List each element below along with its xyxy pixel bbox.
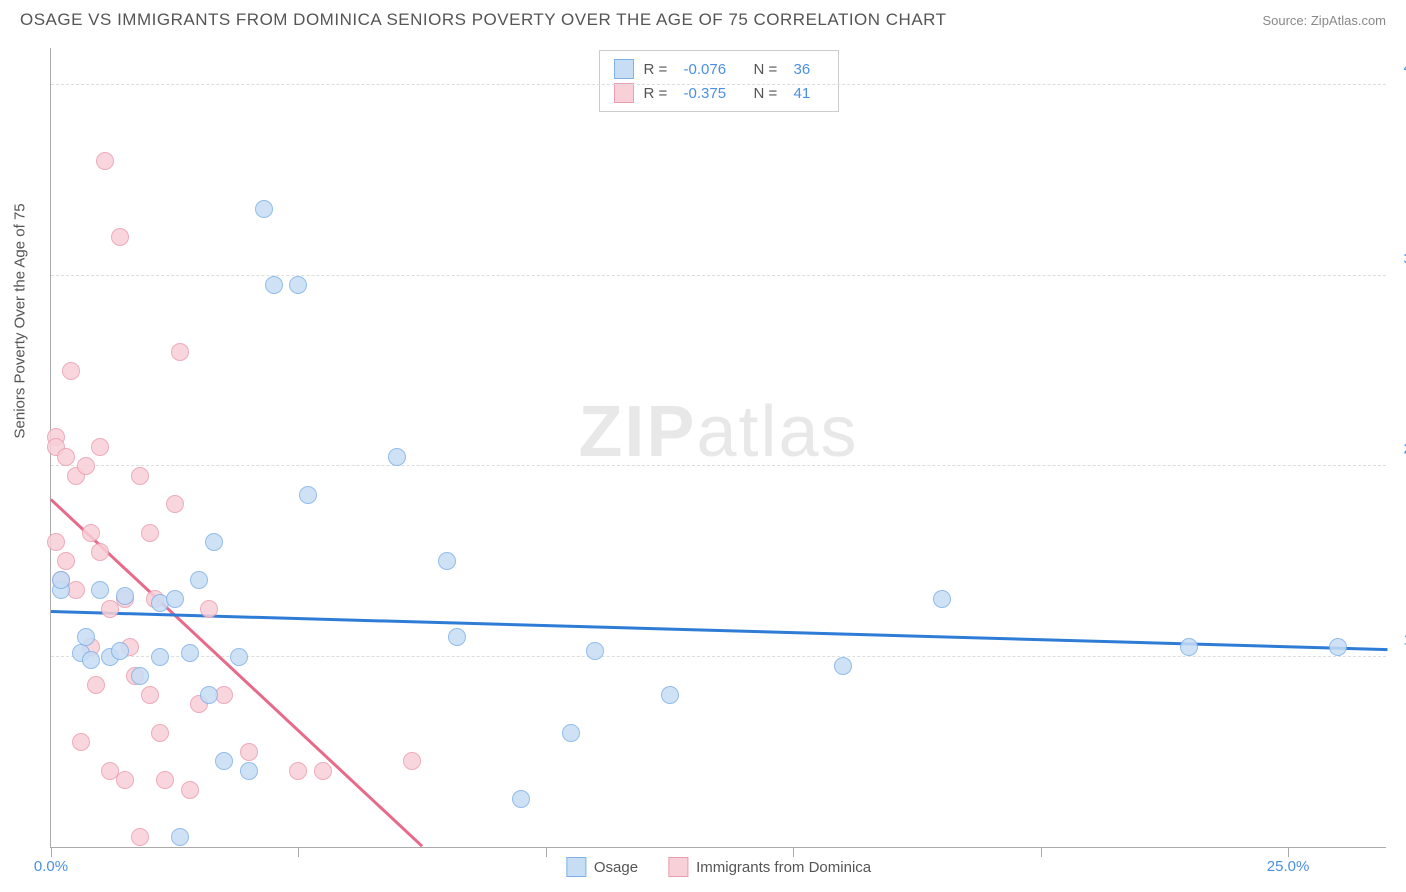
marker-dominica (72, 733, 90, 751)
marker-dominica (47, 533, 65, 551)
marker-dominica (314, 762, 332, 780)
marker-osage (586, 642, 604, 660)
marker-osage (255, 200, 273, 218)
marker-osage (151, 648, 169, 666)
gridline (51, 275, 1386, 276)
marker-osage (933, 590, 951, 608)
marker-osage (205, 533, 223, 551)
x-tick-label: 25.0% (1267, 858, 1310, 875)
legend-item-dominica: Immigrants from Dominica (668, 857, 871, 877)
marker-dominica (200, 600, 218, 618)
marker-osage (562, 724, 580, 742)
gridline (51, 465, 1386, 466)
x-tick (298, 847, 299, 857)
marker-osage (91, 581, 109, 599)
marker-dominica (166, 495, 184, 513)
marker-osage (289, 276, 307, 294)
marker-osage (181, 644, 199, 662)
marker-dominica (403, 752, 421, 770)
marker-osage (215, 752, 233, 770)
scatter-chart: ZIPatlas R = -0.076 N = 36 R = -0.375 N … (50, 48, 1386, 848)
r-value-dominica: -0.375 (684, 85, 744, 102)
marker-osage (200, 686, 218, 704)
marker-dominica (240, 743, 258, 761)
marker-dominica (289, 762, 307, 780)
marker-osage (166, 590, 184, 608)
y-axis-label: Seniors Poverty Over the Age of 75 (12, 203, 29, 438)
swatch-osage (566, 857, 586, 877)
marker-osage (265, 276, 283, 294)
marker-osage (77, 628, 95, 646)
marker-osage (131, 667, 149, 685)
stats-row-osage: R = -0.076 N = 36 (614, 57, 824, 81)
marker-dominica (82, 524, 100, 542)
marker-osage (82, 651, 100, 669)
marker-dominica (141, 524, 159, 542)
marker-dominica (87, 676, 105, 694)
watermark: ZIPatlas (578, 391, 858, 473)
marker-osage (116, 587, 134, 605)
marker-dominica (77, 457, 95, 475)
marker-osage (240, 762, 258, 780)
marker-dominica (141, 686, 159, 704)
x-tick-label: 0.0% (34, 858, 68, 875)
marker-dominica (131, 828, 149, 846)
marker-osage (438, 552, 456, 570)
r-value-osage: -0.076 (684, 61, 744, 78)
marker-osage (190, 571, 208, 589)
marker-osage (661, 686, 679, 704)
marker-dominica (181, 781, 199, 799)
marker-dominica (57, 448, 75, 466)
marker-osage (171, 828, 189, 846)
marker-dominica (57, 552, 75, 570)
gridline (51, 84, 1386, 85)
marker-osage (388, 448, 406, 466)
x-tick (546, 847, 547, 857)
marker-osage (1329, 638, 1347, 656)
swatch-osage (614, 59, 634, 79)
marker-dominica (171, 343, 189, 361)
swatch-dominica (614, 83, 634, 103)
series-legend: Osage Immigrants from Dominica (566, 857, 871, 877)
marker-dominica (91, 438, 109, 456)
marker-dominica (62, 362, 80, 380)
marker-osage (1180, 638, 1198, 656)
marker-dominica (91, 543, 109, 561)
n-value-osage: 36 (794, 61, 824, 78)
x-tick (793, 847, 794, 857)
marker-osage (512, 790, 530, 808)
marker-dominica (111, 228, 129, 246)
chart-title: OSAGE VS IMMIGRANTS FROM DOMINICA SENIOR… (20, 10, 947, 30)
x-tick (1288, 847, 1289, 857)
marker-osage (834, 657, 852, 675)
marker-dominica (96, 152, 114, 170)
legend-item-osage: Osage (566, 857, 638, 877)
marker-osage (299, 486, 317, 504)
marker-osage (230, 648, 248, 666)
marker-osage (52, 571, 70, 589)
marker-dominica (156, 771, 174, 789)
x-tick (1041, 847, 1042, 857)
n-value-dominica: 41 (794, 85, 824, 102)
marker-dominica (151, 724, 169, 742)
swatch-dominica (668, 857, 688, 877)
marker-osage (448, 628, 466, 646)
marker-dominica (131, 467, 149, 485)
marker-osage (111, 642, 129, 660)
x-tick (51, 847, 52, 857)
marker-dominica (116, 771, 134, 789)
stats-legend: R = -0.076 N = 36 R = -0.375 N = 41 (599, 50, 839, 112)
source-label: Source: ZipAtlas.com (1262, 13, 1386, 28)
